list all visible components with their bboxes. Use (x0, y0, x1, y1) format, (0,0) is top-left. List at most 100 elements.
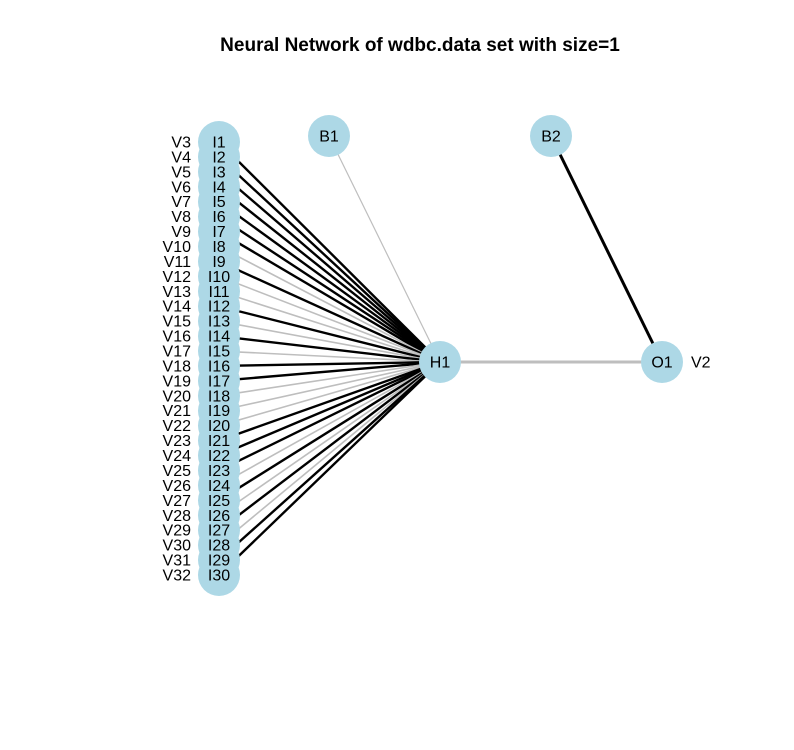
input-var-v20: V20 (163, 388, 192, 405)
input-var-v8: V8 (171, 209, 191, 226)
input-label-i28: I28 (208, 538, 230, 555)
edge-i1-h1 (218, 141, 441, 363)
bias-node-b2 (530, 115, 572, 157)
edge-i24-h1 (218, 361, 441, 487)
edge-i19-h1 (218, 361, 441, 412)
input-label-i12: I12 (208, 299, 230, 316)
input-label-i26: I26 (208, 508, 230, 525)
input-label-i30: I30 (208, 567, 230, 584)
edge-i7-h1 (218, 230, 441, 364)
input-label-i18: I18 (208, 388, 230, 405)
edge-i2-h1 (218, 156, 441, 363)
input-var-v23: V23 (163, 433, 192, 450)
input-label-i9: I9 (212, 254, 225, 271)
input-label-i2: I2 (212, 149, 225, 166)
input-var-v6: V6 (171, 179, 191, 196)
input-label-i22: I22 (208, 448, 230, 465)
edge-i16-h1 (218, 360, 441, 368)
input-label-i8: I8 (212, 239, 225, 256)
input-var-v4: V4 (171, 149, 191, 166)
input-var-v28: V28 (163, 508, 192, 525)
input-var-v22: V22 (163, 418, 192, 435)
input-var-v12: V12 (163, 269, 192, 286)
output-label-o1: O1 (651, 355, 672, 372)
input-label-i16: I16 (208, 358, 230, 375)
input-label-i4: I4 (212, 179, 225, 196)
input-var-v7: V7 (171, 194, 191, 211)
input-var-v18: V18 (163, 358, 192, 375)
edge-i18-h1 (218, 361, 441, 397)
input-label-i14: I14 (208, 329, 230, 346)
edge-i9-h1 (218, 260, 441, 364)
input-label-i7: I7 (212, 224, 225, 241)
edge-i10-h1 (218, 275, 441, 363)
input-label-i6: I6 (212, 209, 225, 226)
input-label-i13: I13 (208, 314, 230, 331)
edge-i30-h1 (218, 361, 441, 576)
bias-label-b2: B2 (541, 129, 561, 146)
input-var-v5: V5 (171, 164, 191, 181)
edge-i25-h1 (218, 360, 441, 502)
edge-i28-h1 (218, 361, 441, 546)
edge-i20-h1 (218, 361, 441, 427)
edge-i8-h1 (218, 245, 441, 363)
input-var-v16: V16 (163, 329, 192, 346)
edge-i17-h1 (218, 360, 441, 383)
edge-i14-h1 (218, 334, 441, 364)
input-label-i19: I19 (208, 403, 230, 420)
input-label-i27: I27 (208, 523, 230, 540)
hidden-label-h1: H1 (430, 355, 451, 372)
input-label-i21: I21 (208, 433, 230, 450)
input-var-v30: V30 (163, 538, 192, 555)
input-var-v25: V25 (163, 463, 192, 480)
input-label-i23: I23 (208, 463, 230, 480)
edge-i5-h1 (218, 200, 441, 363)
input-label-i11: I11 (208, 284, 229, 301)
input-var-v14: V14 (163, 299, 192, 316)
edge-i13-h1 (218, 320, 441, 363)
input-var-v9: V9 (171, 224, 191, 241)
input-var-v24: V24 (163, 448, 192, 465)
input-var-v10: V10 (163, 239, 192, 256)
edge-b2-o1 (549, 135, 664, 363)
edge-i11-h1 (218, 290, 441, 363)
diagram-title: Neural Network of wdbc.data set with siz… (220, 35, 620, 56)
input-var-v13: V13 (163, 284, 192, 301)
input-var-v21: V21 (163, 403, 192, 420)
input-var-v31: V31 (163, 553, 192, 570)
connection-layer (218, 135, 664, 576)
input-var-v27: V27 (163, 493, 192, 510)
hidden-node-h1 (419, 341, 461, 383)
input-label-i17: I17 (208, 373, 230, 390)
edge-i3-h1 (218, 170, 441, 363)
node-layer (198, 115, 683, 596)
input-label-i5: I5 (212, 194, 225, 211)
bias-label-b1: B1 (319, 129, 339, 146)
edge-i21-h1 (218, 360, 441, 442)
edge-i27-h1 (218, 361, 441, 532)
edge-i15-h1 (218, 350, 441, 363)
input-var-v15: V15 (163, 314, 192, 331)
edge-i26-h1 (218, 361, 441, 516)
edge-i6-h1 (218, 215, 441, 364)
input-var-v3: V3 (171, 135, 191, 152)
input-label-i15: I15 (208, 344, 230, 361)
input-var-v17: V17 (163, 344, 192, 361)
bias-node-b1 (308, 115, 350, 157)
input-label-i20: I20 (208, 418, 230, 435)
input-var-v29: V29 (163, 523, 192, 540)
edge-i29-h1 (218, 361, 441, 561)
input-var-v26: V26 (163, 478, 192, 495)
output-node-o1 (641, 341, 683, 383)
input-label-i10: I10 (208, 269, 230, 286)
label-layer: I1 V3 I2 V4 I3 V5 I4 V6 I5 V7 I6 V8 I7 V9 I8 V10 I9 V11 I1… (163, 129, 711, 585)
edge-i12-h1 (218, 305, 441, 364)
input-label-i25: I25 (208, 493, 230, 510)
input-node-i30 (198, 553, 240, 596)
input-label-i1: I1 (212, 135, 225, 152)
input-var-v19: V19 (163, 373, 192, 390)
edge-i23-h1 (218, 360, 441, 472)
output-var-v2: V2 (691, 355, 711, 372)
edge-b1-h1 (328, 135, 441, 363)
